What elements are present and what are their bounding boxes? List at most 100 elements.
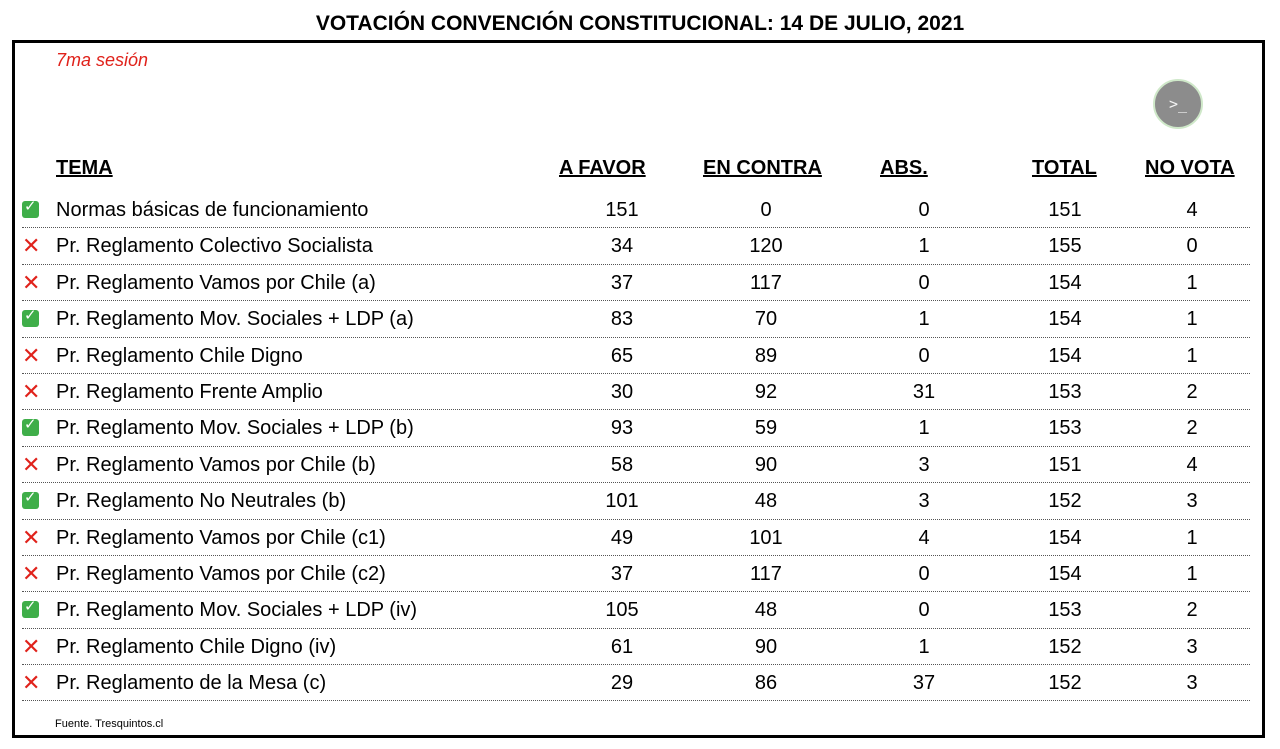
table-row: Pr. Reglamento No Neutrales (b) 101 48 3 152… — [22, 483, 1250, 520]
cross-icon: ✕ — [22, 378, 41, 404]
table-row: ✕ Pr. Reglamento Vamos por Chile (a) 37 117… — [22, 265, 1250, 302]
row-tema: Pr. Reglamento Vamos por Chile (c2) — [56, 562, 386, 585]
check-icon — [22, 197, 39, 218]
cross-icon: ✕ — [22, 524, 41, 550]
row-no-vota: 1 — [1186, 344, 1198, 367]
row-total: 151 — [1048, 199, 1082, 221]
row-en-contra: 120 — [749, 235, 783, 258]
row-abs: 1 — [918, 635, 930, 658]
row-en-contra: 90 — [754, 635, 778, 658]
row-no-vota: 4 — [1186, 199, 1198, 221]
row-tema: Pr. Reglamento Chile Digno — [56, 344, 303, 367]
cross-icon: ✕ — [22, 670, 41, 696]
row-total: 153 — [1048, 380, 1082, 403]
table-row: ✕ Pr. Reglamento Vamos por Chile (b) 58 90 3… — [22, 447, 1250, 484]
row-a-favor: 29 — [610, 672, 634, 695]
row-en-contra: 86 — [754, 672, 778, 695]
table-row: ✕ Pr. Reglamento Colectivo Socialista 34 12… — [22, 228, 1250, 265]
row-en-contra: 48 — [754, 490, 778, 513]
row-no-vota: 3 — [1186, 635, 1198, 658]
row-abs: 3 — [918, 490, 930, 513]
table-row: Normas básicas de funcionamiento 151 0 0 151… — [22, 192, 1250, 229]
row-en-contra: 48 — [754, 599, 778, 622]
row-tema: Pr. Reglamento Vamos por Chile (c1) — [56, 526, 386, 549]
row-total: 153 — [1048, 599, 1082, 622]
check-icon — [22, 415, 39, 437]
row-a-favor: 49 — [610, 526, 634, 549]
cross-icon: ✕ — [22, 269, 41, 295]
row-total: 154 — [1048, 308, 1082, 331]
row-a-favor: 58 — [610, 453, 634, 476]
row-tema: Pr. Reglamento Mov. Sociales + LDP (iv) — [56, 599, 418, 622]
row-en-contra: 70 — [754, 308, 778, 331]
row-no-vota: 1 — [1186, 308, 1198, 331]
row-a-favor: 65 — [610, 344, 634, 367]
row-total: 153 — [1048, 417, 1082, 440]
cross-icon: ✕ — [22, 233, 41, 259]
header-no-vota: NO VOTA — [1145, 157, 1235, 179]
row-no-vota: 3 — [1186, 672, 1198, 695]
row-abs: 0 — [918, 199, 930, 221]
row-en-contra: 101 — [749, 526, 783, 549]
row-a-favor: 93 — [610, 417, 634, 440]
row-abs: 1 — [918, 308, 930, 331]
row-tema: Pr. Reglamento Vamos por Chile (b) — [56, 453, 376, 476]
cross-icon: ✕ — [22, 342, 41, 368]
table-row: Pr. Reglamento Mov. Sociales + LDP (b) 93… — [22, 410, 1250, 447]
table-row: Pr. Reglamento Mov. Sociales + LDP (iv) 1… — [22, 592, 1250, 629]
session-label: 7ma sesión — [56, 50, 149, 70]
header-a-favor: A FAVOR — [559, 157, 646, 179]
table-row: ✕ Pr. Reglamento Vamos por Chile (c1) 49 10… — [22, 520, 1250, 556]
row-total: 152 — [1048, 635, 1082, 658]
page-title: VOTACIÓN CONVENCIÓN CONSTITUCIONAL: 14 D… — [315, 12, 965, 35]
row-abs: 4 — [918, 526, 930, 549]
table-row: ✕ Pr. Reglamento Chile Digno (iv) 61 90 1 152… — [22, 629, 1250, 666]
row-abs: 0 — [918, 562, 930, 585]
row-total: 152 — [1048, 490, 1082, 513]
row-no-vota: 0 — [1186, 235, 1198, 258]
row-a-favor: 37 — [610, 562, 634, 585]
row-tema: Pr. Reglamento Vamos por Chile (a) — [56, 271, 376, 294]
header-abs: ABS. — [880, 157, 928, 179]
header-tema: TEMA — [56, 157, 113, 179]
terminal-icon: >_ — [1168, 95, 1188, 113]
row-en-contra: 92 — [754, 380, 778, 403]
row-en-contra: 90 — [754, 453, 778, 476]
row-tema: Pr. Reglamento Mov. Sociales + LDP (a) — [56, 308, 414, 331]
row-a-favor: 34 — [610, 235, 634, 258]
cross-icon: ✕ — [22, 451, 41, 477]
row-abs: 0 — [918, 271, 930, 294]
row-tema: Pr. Reglamento No Neutrales (b) — [56, 490, 347, 513]
row-no-vota: 3 — [1186, 490, 1198, 513]
terminal-button[interactable]: >_ — [1153, 79, 1203, 129]
row-en-contra: 117 — [750, 562, 782, 585]
row-tema: Pr. Reglamento Chile Digno (iv) — [56, 635, 337, 658]
row-no-vota: 2 — [1186, 417, 1198, 440]
row-no-vota: 1 — [1186, 271, 1198, 294]
row-abs: 0 — [918, 599, 930, 622]
table-row: ✕ Pr. Reglamento Frente Amplio 30 92 31 153 2 — [22, 374, 1250, 411]
row-total: 152 — [1048, 672, 1082, 695]
cross-icon: ✕ — [22, 560, 41, 586]
row-tema: Pr. Reglamento Colectivo Socialista — [56, 235, 373, 258]
header-en-contra: EN CONTRA — [703, 157, 822, 179]
row-en-contra: 89 — [754, 344, 778, 367]
row-en-contra: 0 — [760, 199, 772, 221]
row-total: 151 — [1048, 453, 1082, 476]
row-a-favor: 105 — [605, 599, 639, 622]
table-row: ✕ Pr. Reglamento Vamos por Chile (c2) 37 11… — [22, 556, 1250, 593]
source-note: Fuente. Tresquintos.cl — [55, 718, 164, 730]
row-tema: Pr. Reglamento Mov. Sociales + LDP (b) — [56, 417, 414, 440]
row-a-favor: 101 — [605, 490, 639, 513]
row-tema: Normas básicas de funcionamiento — [56, 199, 369, 221]
header-total: TOTAL — [1032, 157, 1097, 179]
row-total: 154 — [1048, 271, 1082, 294]
row-total: 154 — [1048, 344, 1082, 367]
row-en-contra: 59 — [754, 417, 778, 440]
check-icon — [22, 597, 39, 619]
row-total: 155 — [1048, 235, 1082, 258]
row-tema: Pr. Reglamento de la Mesa (c) — [56, 672, 327, 695]
row-abs: 0 — [918, 344, 930, 367]
row-a-favor: 61 — [610, 635, 634, 658]
row-no-vota: 1 — [1186, 526, 1198, 549]
